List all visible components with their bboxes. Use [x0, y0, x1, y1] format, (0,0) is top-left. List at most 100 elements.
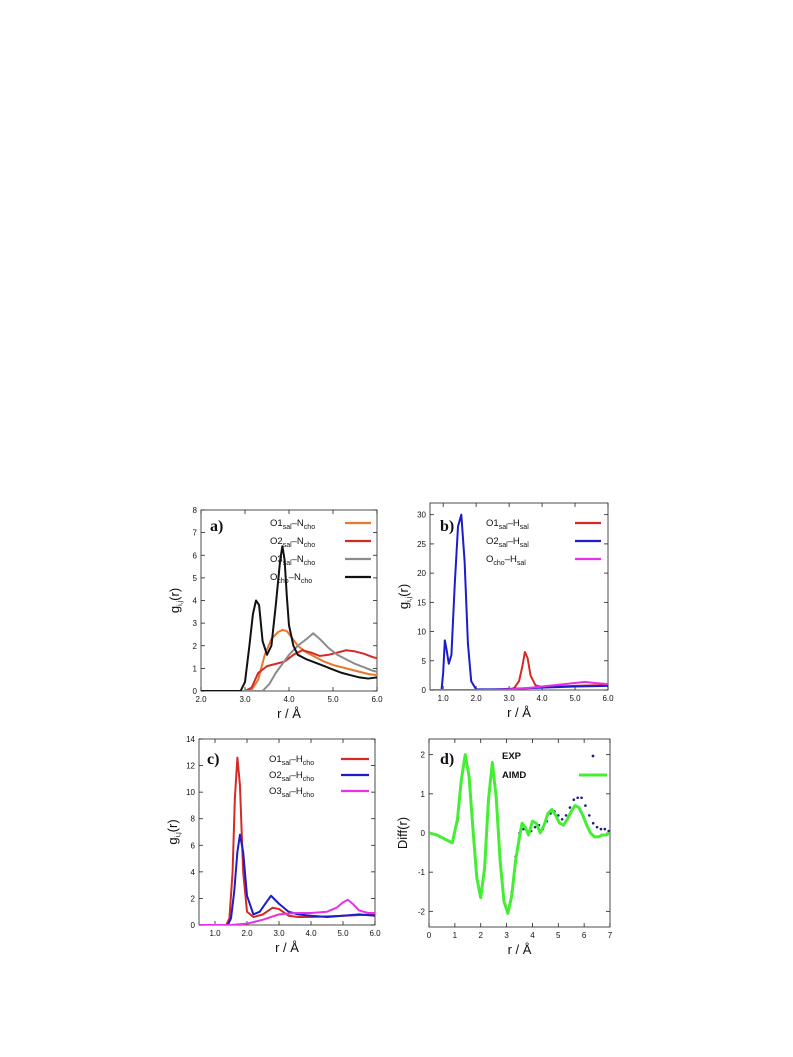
chart-panel-3: 1.0 2.0 3.0 4.0 5.0 6.0 0 2 4 6 8 10 12 14 r / Å gi,j(r…	[165, 735, 381, 955]
y-tick-label: 1	[193, 664, 198, 673]
x-axis-label: r / Å	[507, 705, 531, 720]
legend-label: O2sal–Ncho	[270, 536, 315, 549]
series-group	[201, 545, 377, 691]
x-tick-label: 1.0	[209, 929, 221, 938]
data-point	[591, 821, 595, 825]
data-point	[580, 796, 583, 800]
data-point	[576, 796, 579, 800]
y-tick-label: 0	[421, 829, 426, 838]
legend-label: O3sal–Hcho	[269, 786, 314, 799]
y-tick-label: 4	[193, 597, 198, 606]
x-tick-label: 1.0	[438, 694, 450, 703]
data-point	[599, 827, 603, 831]
x-tick-label: 5.0	[569, 694, 581, 703]
legend-marker	[591, 754, 595, 758]
x-tick-label: 5.0	[327, 695, 339, 704]
series-line	[430, 680, 608, 690]
y-tick-label: -2	[418, 907, 426, 916]
data-point	[603, 827, 607, 831]
x-tick-label: 4.0	[537, 694, 549, 703]
chart-panel-1: 2.0 3.0 4.0 5.0 6.0 0 1 2 3 4 5 6 7 8 r / Å gi,j(r) O1sa…	[167, 506, 383, 721]
x-tick-label: 6.0	[371, 695, 383, 704]
legend-label: Ocho–Ncho	[270, 572, 312, 585]
series-line	[199, 756, 375, 925]
y-tick-label: 6	[191, 841, 196, 850]
y-tick-label: 5	[422, 657, 427, 666]
x-tick-label: 5	[556, 931, 561, 940]
x-axis-label: r / Å	[275, 940, 299, 955]
x-axis-label: r / Å	[277, 706, 301, 721]
y-tick-label: 2	[191, 894, 196, 903]
y-tick-label: 15	[417, 598, 426, 607]
data-point	[584, 804, 587, 807]
x-axis-label: r / Å	[508, 942, 532, 957]
y-tick-label: 20	[417, 569, 426, 578]
x-tick-label: 3.0	[504, 694, 516, 703]
x-tick-label: 2.0	[195, 695, 207, 704]
x-tick-label: 6.0	[369, 929, 381, 938]
x-tick-label: 4.0	[305, 929, 317, 938]
x-tick-label: 5.0	[337, 929, 349, 938]
legend-label: O2sal–Hcho	[269, 770, 314, 783]
y-tick-label: 8	[191, 815, 196, 824]
plot-frame	[200, 509, 378, 692]
data-point	[607, 829, 610, 833]
y-tick-label: 25	[417, 540, 426, 549]
legend-label: O1sal–Hsal	[486, 518, 529, 531]
y-tick-label: 10	[417, 628, 426, 637]
x-tick-label: 6	[582, 931, 587, 940]
y-tick-label: 8	[193, 506, 198, 515]
panel-label: c)	[207, 751, 219, 768]
y-tick-label: 7	[193, 529, 198, 538]
y-tick-label: 2	[421, 751, 426, 760]
legend-label: O2sal–Hsal	[486, 536, 529, 549]
y-tick-label: 0	[193, 687, 198, 696]
x-tick-label: 3.0	[239, 695, 251, 704]
legend-label: Ocho–Hsal	[486, 554, 526, 567]
legend-label: O1sal–Ncho	[270, 518, 315, 531]
series-line	[201, 649, 377, 691]
series-line	[199, 833, 375, 925]
plot-frame	[429, 502, 609, 691]
x-tick-label: 3.0	[273, 929, 285, 938]
y-tick-label: 12	[186, 762, 195, 771]
y-axis-label: gi,j(r)	[167, 588, 184, 613]
x-tick-label: 2.0	[471, 694, 483, 703]
panel-label: a)	[210, 518, 223, 535]
y-tick-label: 0	[422, 686, 427, 695]
y-tick-label: -1	[418, 868, 426, 877]
series-line	[201, 628, 377, 691]
data-point	[595, 825, 599, 829]
data-point	[568, 806, 572, 809]
legend-label: O1sal–Hcho	[269, 754, 314, 767]
x-tick-label: 2.0	[241, 929, 253, 938]
y-tick-label: 2	[193, 642, 198, 651]
series-line	[201, 545, 377, 691]
panel-label: d)	[440, 751, 454, 768]
y-axis-label: gi,j(r)	[396, 584, 413, 609]
x-tick-label: 2	[478, 931, 483, 940]
chart-panel-2: 1.0 2.0 3.0 4.0 5.0 6.0 0 5 10 15 20 25 30 r / Å gi,j(…	[396, 502, 614, 720]
series-group	[199, 756, 375, 925]
y-tick-label: 5	[193, 574, 198, 583]
chart-panel-4: 0 1 2 3 4 5 6 7 2 1 0 -1 -2 r / Å Diff(r) EXP AIMD d)	[395, 738, 613, 957]
data-point	[533, 825, 537, 829]
x-tick-label: 1	[453, 931, 458, 940]
y-tick-label: 4	[191, 868, 196, 877]
plot-frame	[198, 738, 376, 926]
data-point	[564, 814, 568, 817]
x-tick-label: 7	[608, 931, 613, 940]
series-group	[430, 513, 608, 690]
x-tick-label: 4.0	[283, 695, 295, 704]
y-tick-label: 0	[191, 921, 196, 930]
x-tick-label: 0	[427, 931, 432, 940]
data-point	[572, 798, 576, 802]
series-group	[429, 753, 610, 915]
x-tick-label: 6.0	[602, 694, 614, 703]
data-point	[560, 817, 564, 821]
legend-label: EXP	[502, 751, 522, 762]
data-point	[588, 814, 591, 817]
legend-label: O3sal–Ncho	[270, 554, 315, 567]
x-tick-label: 3	[504, 931, 509, 940]
